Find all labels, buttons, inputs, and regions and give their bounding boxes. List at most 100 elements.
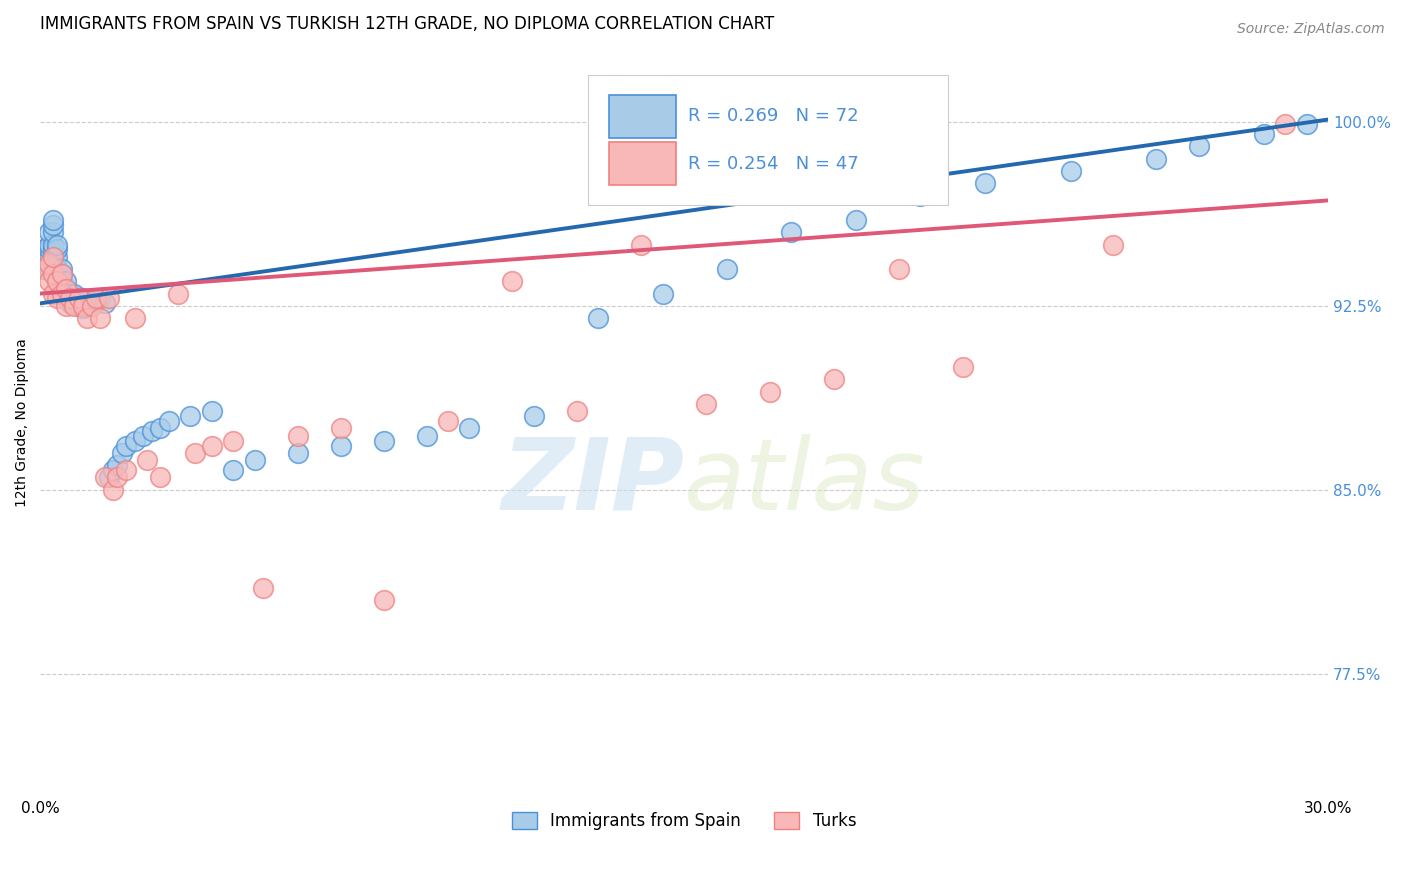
- Point: [93, 296, 115, 310]
- Point: [38, 225, 60, 239]
- Point: [51, 274, 73, 288]
- Point: [63, 293, 86, 308]
- Point: [149, 470, 172, 484]
- Point: [243, 453, 266, 467]
- Point: [46, 274, 69, 288]
- Point: [42, 250, 65, 264]
- Point: [46, 274, 69, 288]
- Text: IMMIGRANTS FROM SPAIN VS TURKISH 12TH GRADE, NO DIPLOMA CORRELATION CHART: IMMIGRANTS FROM SPAIN VS TURKISH 12TH GR…: [41, 15, 775, 33]
- Point: [952, 360, 974, 375]
- Point: [329, 438, 352, 452]
- Point: [63, 286, 86, 301]
- Point: [84, 292, 107, 306]
- Point: [105, 470, 128, 484]
- Point: [59, 286, 82, 301]
- Legend: Immigrants from Spain, Turks: Immigrants from Spain, Turks: [505, 805, 863, 837]
- Point: [42, 237, 65, 252]
- Point: [105, 458, 128, 472]
- Point: [136, 453, 159, 467]
- Point: [287, 429, 309, 443]
- Point: [46, 250, 69, 264]
- Point: [287, 446, 309, 460]
- Point: [63, 299, 86, 313]
- Point: [42, 243, 65, 257]
- Point: [973, 176, 995, 190]
- Point: [101, 483, 124, 497]
- Point: [72, 301, 94, 316]
- Point: [67, 292, 90, 306]
- Text: Source: ZipAtlas.com: Source: ZipAtlas.com: [1237, 22, 1385, 37]
- Point: [124, 311, 146, 326]
- Point: [588, 311, 610, 326]
- Point: [46, 262, 69, 277]
- Point: [42, 250, 65, 264]
- Point: [34, 243, 56, 257]
- Point: [1253, 127, 1275, 141]
- Point: [329, 421, 352, 435]
- Point: [38, 257, 60, 271]
- Point: [222, 434, 245, 448]
- Point: [823, 372, 845, 386]
- Point: [1295, 118, 1317, 132]
- Point: [1144, 152, 1167, 166]
- Point: [1102, 237, 1125, 252]
- Point: [437, 414, 460, 428]
- Point: [76, 311, 98, 326]
- Point: [51, 262, 73, 277]
- Point: [780, 225, 803, 239]
- Point: [101, 463, 124, 477]
- Point: [115, 463, 138, 477]
- Point: [132, 429, 155, 443]
- Point: [72, 299, 94, 313]
- Point: [59, 292, 82, 306]
- Point: [166, 286, 188, 301]
- Point: [51, 286, 73, 301]
- Point: [38, 262, 60, 277]
- Point: [565, 404, 588, 418]
- Point: [55, 282, 77, 296]
- Point: [34, 262, 56, 277]
- Point: [910, 188, 932, 202]
- Point: [252, 581, 274, 595]
- Point: [1059, 164, 1081, 178]
- Point: [157, 414, 180, 428]
- Point: [845, 213, 868, 227]
- Point: [51, 267, 73, 281]
- Point: [415, 429, 437, 443]
- Point: [42, 286, 65, 301]
- Point: [46, 292, 69, 306]
- Point: [46, 237, 69, 252]
- Point: [55, 282, 77, 296]
- Point: [55, 274, 77, 288]
- Point: [51, 286, 73, 301]
- Point: [38, 243, 60, 257]
- Point: [695, 397, 717, 411]
- Point: [179, 409, 201, 424]
- Point: [72, 292, 94, 306]
- Point: [42, 267, 65, 281]
- Point: [55, 299, 77, 313]
- Point: [124, 434, 146, 448]
- Point: [115, 438, 138, 452]
- Point: [80, 296, 103, 310]
- Point: [42, 225, 65, 239]
- Point: [458, 421, 481, 435]
- FancyBboxPatch shape: [609, 95, 676, 138]
- Point: [201, 438, 224, 452]
- Point: [67, 299, 90, 313]
- Point: [111, 446, 134, 460]
- Point: [97, 470, 120, 484]
- Point: [373, 434, 395, 448]
- Point: [1274, 118, 1296, 132]
- Point: [67, 292, 90, 306]
- Point: [42, 218, 65, 232]
- Text: atlas: atlas: [685, 434, 925, 531]
- Point: [501, 274, 523, 288]
- Point: [759, 384, 782, 399]
- Text: R = 0.254   N = 47: R = 0.254 N = 47: [688, 154, 859, 172]
- Point: [38, 250, 60, 264]
- Point: [89, 311, 111, 326]
- Point: [1188, 139, 1211, 153]
- Point: [80, 299, 103, 313]
- Point: [51, 267, 73, 281]
